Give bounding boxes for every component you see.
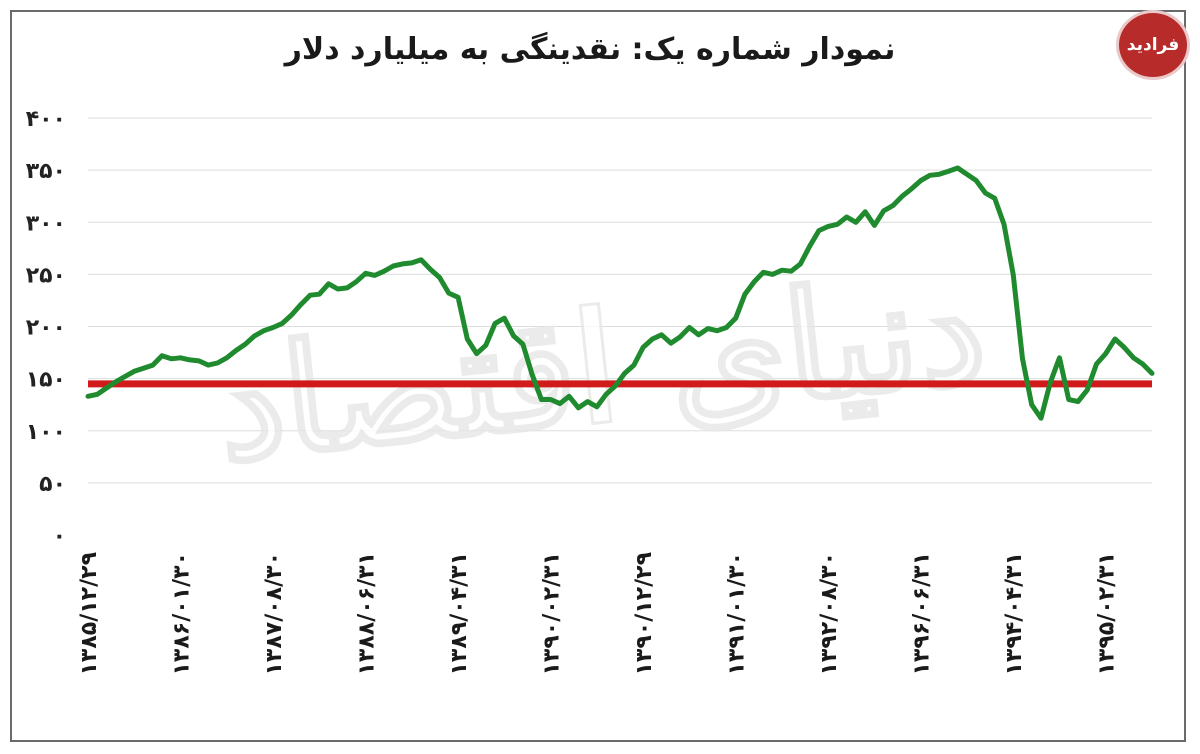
y-tick-label: ۲۵۰ [26,263,66,288]
x-tick-label: ۱۳۹۶/۰۶/۳۱ [910,552,935,676]
x-tick-label: ۱۳۹۰/۰۲/۳۱ [540,552,565,676]
x-tick-label: ۱۳۸۶/۰۱/۳۰ [170,552,195,676]
x-tick-label: ۱۳۸۸/۰۶/۳۱ [355,552,380,676]
logo-text: فرادید [1126,35,1180,55]
y-tick-label: ۳۰۰ [26,211,66,236]
x-tick-label: ۱۳۹۱/۰۱/۳۰ [725,552,750,676]
y-tick-label: ۲۰۰ [26,316,66,341]
chart-title: نمودار شماره یک: نقدینگی به میلیارد دلار [284,32,896,67]
x-tick-label: ۱۳۹۵/۰۲/۳۱ [1095,552,1120,676]
y-tick-label: ۴۰۰ [26,107,66,132]
x-axis-ticks: ۱۳۸۵/۱۲/۲۹ ۱۳۸۶/۰۱/۳۰ ۱۳۸۷/۰۸/۳۰ ۱۳۸۸/۰۶/۳۱… [77,552,1120,676]
chart-frame [10,10,1186,742]
x-tick-label: ۱۳۹۴/۰۴/۳۱ [1002,552,1027,676]
y-tick-label: ۱۵۰ [26,368,66,393]
faradeed-logo: فرادید [1116,10,1190,80]
liquidity-series-line [85,165,1155,421]
x-tick-label: ۱۳۸۵/۱۲/۲۹ [77,552,102,676]
y-tick-label: ۰ [53,524,66,549]
y-tick-label: ۱۰۰ [26,420,66,445]
x-tick-label: ۱۳۹۰/۱۲/۲۹ [632,552,657,676]
x-tick-label: ۱۳۸۹/۰۴/۳۱ [447,552,472,676]
y-tick-label: ۵۰ [39,472,66,497]
x-tick-label: ۱۳۸۷/۰۸/۳۰ [262,552,287,676]
y-tick-label: ۳۵۰ [26,159,66,184]
watermark: دنیای اقتصاد [207,239,995,498]
y-axis-ticks: ۰ ۵۰ ۱۰۰ ۱۵۰ ۲۰۰ ۲۵۰ ۳۰۰ ۳۵۰ ۴۰۰ [26,107,66,549]
x-tick-label: ۱۳۹۲/۰۸/۳۰ [817,552,842,676]
watermark-text: دنیای اقتصاد [209,240,994,496]
